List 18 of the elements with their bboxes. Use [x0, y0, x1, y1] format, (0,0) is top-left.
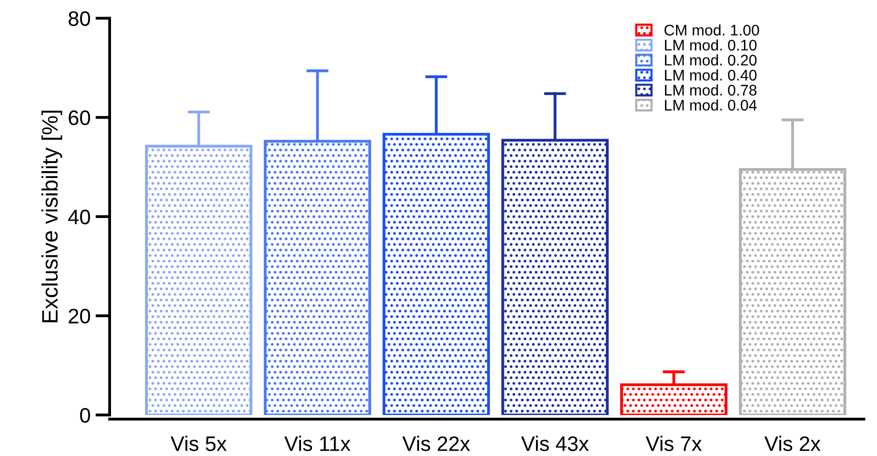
y-tick-label: 60: [68, 110, 90, 126]
y-tick-label: 20: [68, 308, 90, 324]
y-tick-label: 80: [68, 11, 90, 26]
x-tick-label: Vis 2x: [764, 436, 821, 452]
legend-label: LM mod. 0.04: [664, 99, 757, 111]
y-axis-title: Exclusive visibility [%]: [41, 110, 62, 322]
y-tick-label: 0: [80, 408, 90, 423]
legend-label: LM mod. 0.10: [664, 39, 757, 51]
legend-label: CM mod. 1.00: [664, 24, 760, 36]
x-tick-label: Vis 43x: [521, 436, 589, 452]
x-tick-label: Vis 11x: [284, 436, 350, 452]
x-tick-label: Vis 5x: [170, 436, 227, 452]
x-tick-label: Vis 22x: [402, 436, 470, 452]
legend-label: LM mod. 0.78: [664, 84, 756, 96]
x-tick-label: Vis 7x: [646, 436, 702, 452]
y-tick-label: 40: [68, 210, 90, 224]
legend-label: LM mod. 0.40: [664, 69, 757, 81]
legend-label: LM mod. 0.20: [664, 54, 757, 66]
